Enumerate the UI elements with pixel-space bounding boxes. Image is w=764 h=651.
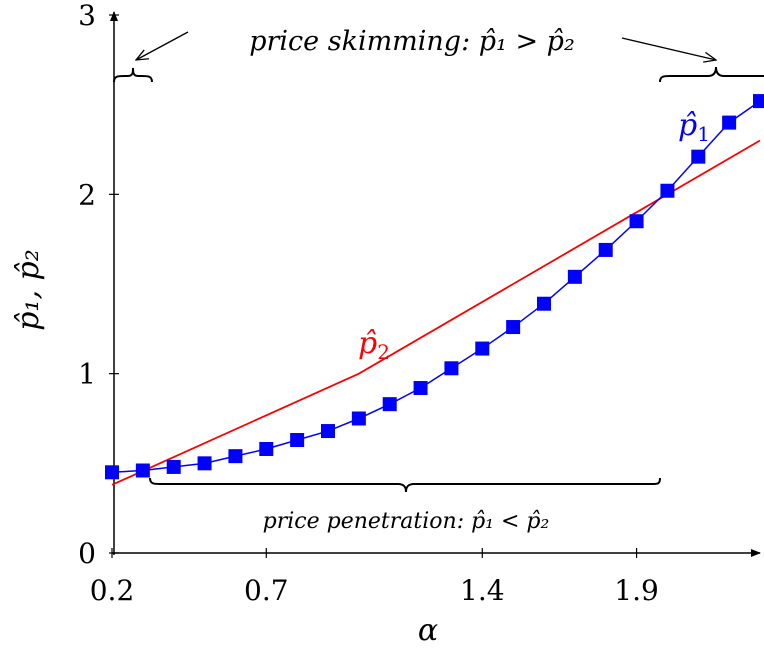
data-point-p1 — [444, 361, 459, 376]
y-tick-label: 2 — [78, 178, 96, 211]
series-line-p1 — [111, 100, 761, 474]
data-point-p1 — [105, 465, 119, 480]
series-label-p1: p̂1 — [678, 108, 710, 146]
data-point-p1 — [290, 433, 305, 448]
x-tick-label: 1.9 — [614, 574, 659, 607]
y-tick-label: 0 — [78, 537, 96, 570]
data-point-p1 — [228, 449, 243, 464]
data-point-p1 — [135, 463, 150, 478]
data-point-p1 — [660, 183, 675, 198]
price-penetration-annotation: price penetration: p̂₁ < p̂₂ — [263, 509, 550, 534]
data-point-p1 — [259, 441, 274, 456]
skimming-arrow-left — [136, 31, 189, 60]
data-point-p1 — [166, 459, 181, 474]
data-point-p1 — [321, 424, 335, 439]
x-tick-label: 1.4 — [460, 574, 505, 607]
data-point-p1 — [537, 296, 551, 311]
series-label-p2: p̂2 — [358, 326, 390, 364]
data-point-p1 — [691, 149, 706, 164]
x-tick-label: 0.7 — [244, 574, 289, 607]
y-tick-label: 3 — [78, 0, 96, 32]
data-point-p1 — [413, 381, 428, 396]
y-tick-label: 1 — [78, 358, 96, 391]
penetration-brace — [149, 477, 661, 493]
price-skimming-annotation: price skimming: p̂₁ > p̂₂ — [249, 26, 575, 57]
series-line-p2 — [111, 139, 761, 486]
data-point-p1 — [598, 242, 613, 257]
skimming-brace-right — [659, 66, 764, 83]
data-point-p1 — [351, 411, 366, 426]
skimming-brace-left — [113, 67, 153, 83]
data-point-p1 — [753, 94, 764, 109]
x-axis-title: α — [418, 613, 438, 648]
data-point-p1 — [382, 397, 397, 412]
data-point-p1 — [475, 341, 490, 356]
data-point-p1 — [506, 320, 521, 335]
data-point-p1 — [629, 214, 644, 229]
data-point-p1 — [197, 456, 212, 471]
x-tick-label: 0.2 — [90, 574, 135, 607]
data-point-p1 — [567, 269, 582, 284]
y-axis-title: p̂₁, p̂₂ — [11, 249, 46, 331]
skimming-arrow-right — [621, 37, 716, 60]
data-point-p1 — [722, 115, 737, 130]
